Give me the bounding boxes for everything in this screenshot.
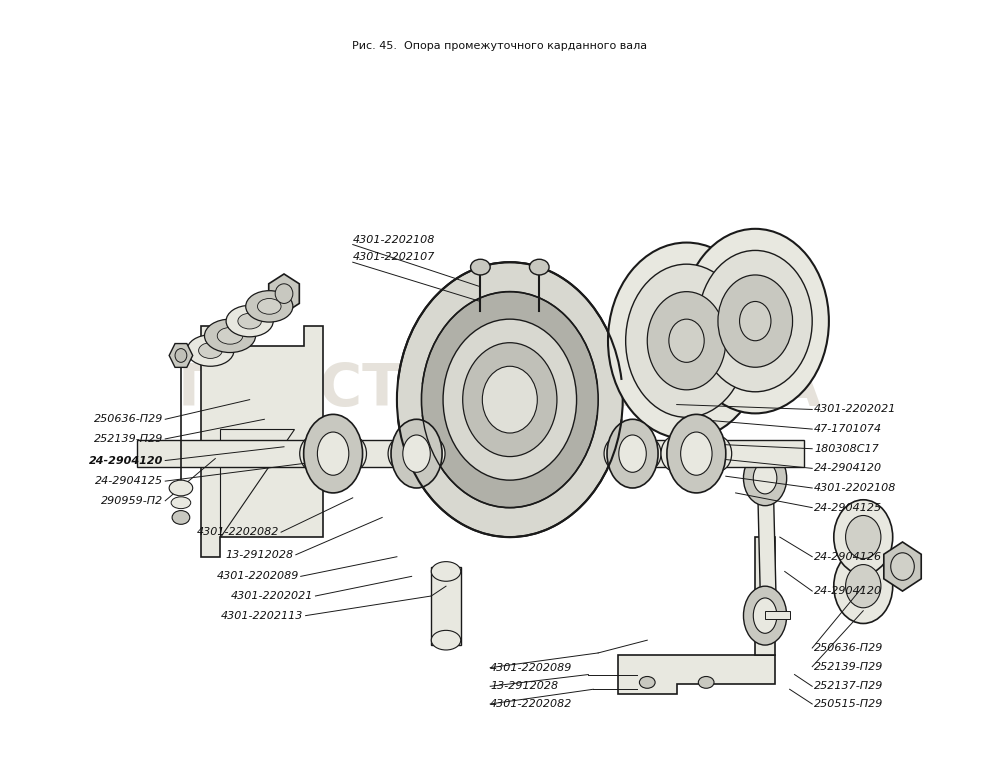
Ellipse shape <box>187 335 234 366</box>
Polygon shape <box>884 542 921 591</box>
Text: 24-2904120: 24-2904120 <box>814 586 882 596</box>
Ellipse shape <box>753 598 777 633</box>
Ellipse shape <box>529 260 549 275</box>
Ellipse shape <box>226 305 273 337</box>
Text: 4301-2202089: 4301-2202089 <box>490 663 573 673</box>
Ellipse shape <box>421 291 598 508</box>
Ellipse shape <box>661 436 688 471</box>
Ellipse shape <box>753 463 777 494</box>
Bar <box>137 440 426 467</box>
Ellipse shape <box>682 229 829 413</box>
Text: 13-2912028: 13-2912028 <box>226 549 294 560</box>
Polygon shape <box>755 537 775 655</box>
Text: 4301-2202113: 4301-2202113 <box>221 610 304 621</box>
Ellipse shape <box>431 630 461 650</box>
Polygon shape <box>269 274 299 314</box>
Ellipse shape <box>743 586 787 645</box>
Ellipse shape <box>698 677 714 688</box>
Ellipse shape <box>258 298 281 314</box>
Text: 290959-П2: 290959-П2 <box>101 495 163 506</box>
Text: 24-2904125: 24-2904125 <box>814 502 882 513</box>
Ellipse shape <box>317 432 349 475</box>
Ellipse shape <box>667 415 726 493</box>
Ellipse shape <box>204 319 256 352</box>
Text: 13-2912028: 13-2912028 <box>490 681 558 691</box>
Ellipse shape <box>834 549 893 623</box>
Ellipse shape <box>471 260 490 275</box>
Ellipse shape <box>403 435 430 473</box>
Ellipse shape <box>246 291 293 322</box>
Ellipse shape <box>482 366 537 433</box>
Text: 4301-2202108: 4301-2202108 <box>814 483 897 493</box>
Ellipse shape <box>171 497 191 508</box>
Ellipse shape <box>391 419 442 488</box>
Polygon shape <box>431 566 461 645</box>
Ellipse shape <box>199 342 222 358</box>
Ellipse shape <box>431 562 461 581</box>
Ellipse shape <box>626 264 747 417</box>
Ellipse shape <box>740 301 771 341</box>
Text: 4301-2202108: 4301-2202108 <box>353 234 435 244</box>
Ellipse shape <box>339 436 366 471</box>
Ellipse shape <box>704 436 732 471</box>
Ellipse shape <box>846 515 881 559</box>
Bar <box>613 440 804 467</box>
Text: 250515-П29: 250515-П29 <box>814 699 884 709</box>
Polygon shape <box>618 655 775 694</box>
Ellipse shape <box>175 349 187 362</box>
Ellipse shape <box>217 327 243 344</box>
Ellipse shape <box>604 438 628 470</box>
Ellipse shape <box>388 438 412 470</box>
Polygon shape <box>757 468 777 630</box>
Text: 4301-2202021: 4301-2202021 <box>231 591 313 601</box>
Text: ПЛАСТЕЖЕЛЕЗЯКА: ПЛАСТЕЖЕЛЕЗЯКА <box>178 361 822 419</box>
Text: 250636-П29: 250636-П29 <box>94 414 163 425</box>
Text: 4301-2202021: 4301-2202021 <box>814 404 897 415</box>
Text: 24-2904125: 24-2904125 <box>95 476 163 486</box>
Ellipse shape <box>275 284 293 304</box>
Polygon shape <box>169 343 193 368</box>
Bar <box>765 611 790 619</box>
Ellipse shape <box>718 275 793 368</box>
Ellipse shape <box>834 500 893 575</box>
Text: 4301-2202107: 4301-2202107 <box>353 253 435 263</box>
Text: 47-1701074: 47-1701074 <box>814 424 882 434</box>
Polygon shape <box>220 429 294 537</box>
Text: 4301-2202089: 4301-2202089 <box>216 572 299 581</box>
Ellipse shape <box>743 451 787 505</box>
Ellipse shape <box>846 565 881 608</box>
Ellipse shape <box>608 243 765 439</box>
Text: 4301-2202082: 4301-2202082 <box>197 527 279 537</box>
Ellipse shape <box>238 314 261 329</box>
Ellipse shape <box>619 435 646 473</box>
Ellipse shape <box>891 552 914 581</box>
Ellipse shape <box>698 250 812 392</box>
Ellipse shape <box>443 319 577 480</box>
Text: 4301-2202082: 4301-2202082 <box>490 699 573 709</box>
Ellipse shape <box>647 291 726 390</box>
Polygon shape <box>201 326 323 557</box>
Text: 252139-П29: 252139-П29 <box>814 661 884 672</box>
Text: Рис. 45.  Опора промежуточного карданного вала: Рис. 45. Опора промежуточного карданного… <box>352 41 648 51</box>
Text: 24-2904126: 24-2904126 <box>814 552 882 562</box>
Ellipse shape <box>421 438 445 470</box>
Text: 250636-П29: 250636-П29 <box>814 643 884 653</box>
Text: 24-2904120: 24-2904120 <box>814 463 882 473</box>
Ellipse shape <box>169 480 193 496</box>
Ellipse shape <box>637 438 661 470</box>
Text: 24-2904120: 24-2904120 <box>89 456 163 466</box>
Ellipse shape <box>397 263 623 537</box>
Ellipse shape <box>639 677 655 688</box>
Ellipse shape <box>300 436 327 471</box>
Text: 180308С17: 180308С17 <box>814 444 879 454</box>
Text: 252139-П29: 252139-П29 <box>94 434 163 444</box>
Ellipse shape <box>669 319 704 362</box>
Ellipse shape <box>304 415 363 493</box>
Text: 252137-П29: 252137-П29 <box>814 681 884 691</box>
Ellipse shape <box>463 342 557 457</box>
Ellipse shape <box>172 511 190 524</box>
Ellipse shape <box>607 419 658 488</box>
Ellipse shape <box>681 432 712 475</box>
